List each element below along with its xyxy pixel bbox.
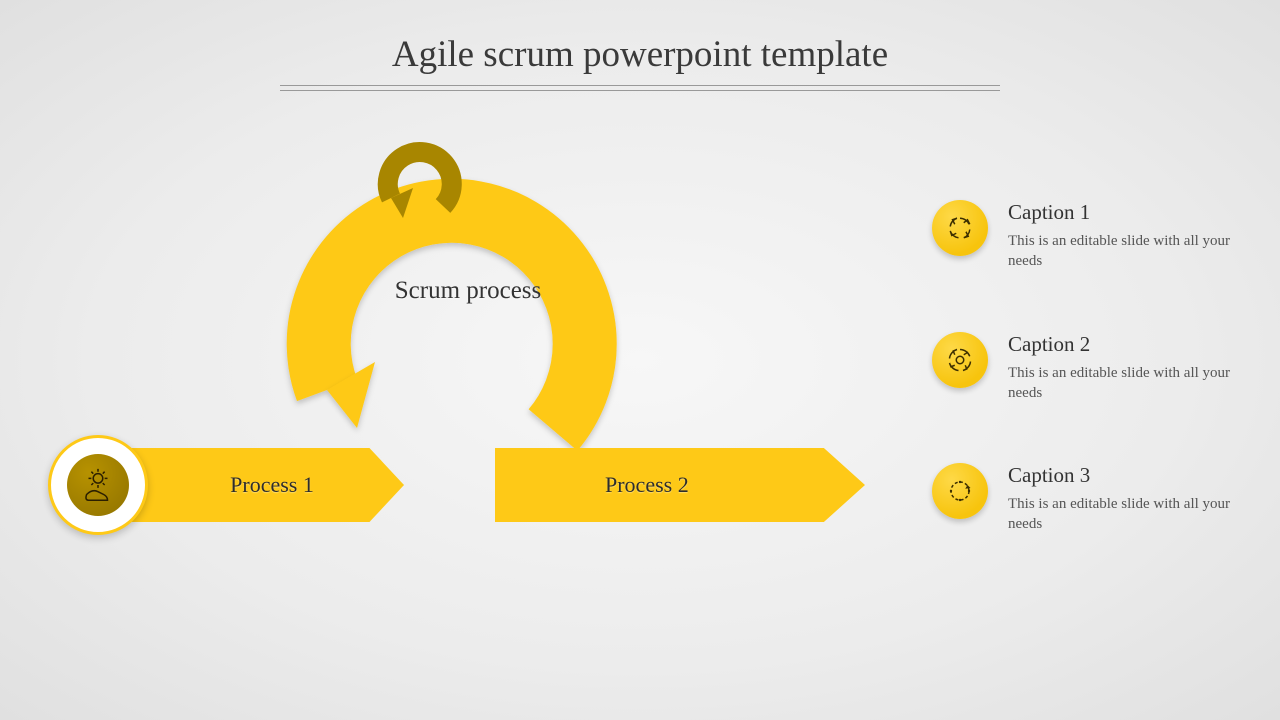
caption-desc: This is an editable slide with all your … — [1008, 231, 1242, 272]
caption-title: Caption 1 — [1008, 200, 1242, 225]
cycle-arrows-icon — [932, 200, 988, 256]
caption-title: Caption 2 — [1008, 332, 1242, 357]
start-circle — [48, 435, 148, 535]
list-item: Caption 1 This is an editable slide with… — [932, 200, 1242, 272]
target-sync-icon — [932, 332, 988, 388]
caption-title: Caption 3 — [1008, 463, 1242, 488]
list-item: Caption 3 This is an editable slide with… — [932, 463, 1242, 535]
process-2-label: Process 2 — [605, 472, 689, 498]
caption-list: Caption 1 This is an editable slide with… — [932, 200, 1242, 595]
scrum-loop — [305, 162, 635, 492]
list-item: Caption 2 This is an editable slide with… — [932, 332, 1242, 404]
gear-hand-icon — [67, 454, 129, 516]
process-1-label: Process 1 — [230, 472, 314, 498]
caption-desc: This is an editable slide with all your … — [1008, 363, 1242, 404]
process-2-arrow: Process 2 — [495, 448, 865, 522]
scrum-small-loop — [373, 140, 465, 232]
dots-cycle-icon — [932, 463, 988, 519]
scrum-center-label: Scrum process — [383, 275, 553, 306]
caption-desc: This is an editable slide with all your … — [1008, 494, 1242, 535]
